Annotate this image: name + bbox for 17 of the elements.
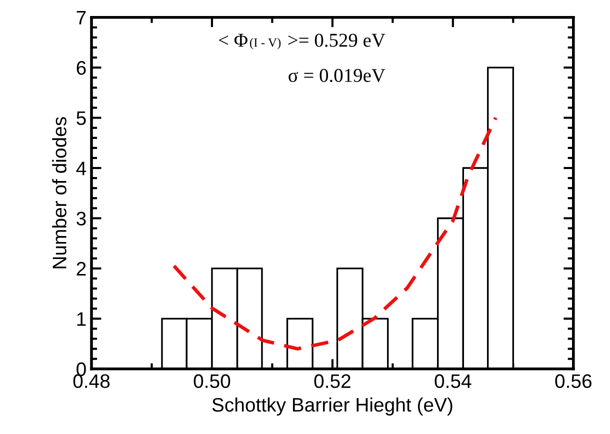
line-series (172, 116, 498, 351)
y-tick-label: 6 (76, 61, 86, 75)
y-tick-label: 1 (77, 312, 86, 326)
x-tick-label: 0.50 (194, 374, 230, 388)
y-tick-label: 7 (76, 11, 86, 24)
x-tick-label: 0.48 (73, 374, 110, 388)
y-tick-label: 2 (76, 262, 86, 276)
annotation: σ = 0.019eV (288, 68, 386, 82)
x-tick-label: 0.52 (314, 374, 350, 388)
y-tick-label: 0 (76, 362, 86, 376)
y-tick-label: 5 (76, 111, 86, 126)
y-tick-label: 3 (76, 212, 86, 226)
y-axis-title: Number of diodes (52, 117, 66, 268)
x-tick-label: 0.54 (434, 374, 472, 388)
x-tick-label: 0.56 (555, 374, 592, 388)
y-tick-label: 4 (76, 162, 86, 176)
x-axis-title: Schottky Barrier Hieght (eV) (212, 397, 452, 416)
